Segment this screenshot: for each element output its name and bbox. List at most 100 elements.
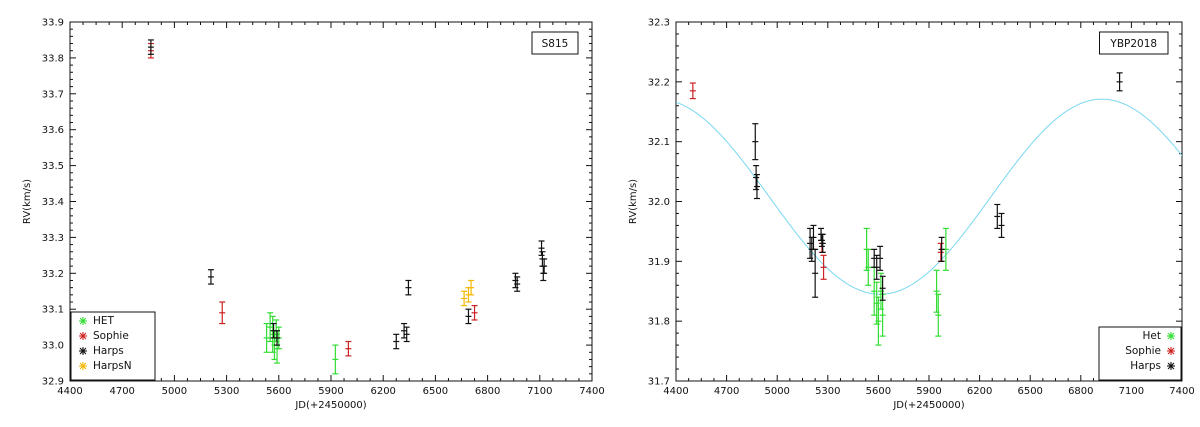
data-point <box>865 248 872 286</box>
data-point <box>752 123 759 161</box>
y-tick-label: 32.9 <box>42 377 64 388</box>
x-tick-label: 7400 <box>579 386 604 397</box>
data-point <box>689 82 696 100</box>
data-point <box>219 301 226 325</box>
x-tick-label: 6500 <box>1017 386 1042 397</box>
y-axis-label: RV(km/s) <box>628 179 639 224</box>
x-tick-label: 5300 <box>214 386 239 397</box>
legend-label: Harps <box>1130 360 1161 372</box>
data-point <box>514 276 521 292</box>
legend-marker <box>1167 362 1175 370</box>
y-tick-label: 32.2 <box>648 77 670 88</box>
y-tick-label: 32.0 <box>648 197 670 208</box>
x-tick-label: 5900 <box>318 386 343 397</box>
y-tick-label: 33.7 <box>42 89 64 100</box>
data-point <box>207 269 214 285</box>
x-tick-label: 5600 <box>866 386 891 397</box>
legend-marker <box>1167 332 1175 340</box>
x-axis-label: JD(+2450000) <box>294 400 366 411</box>
data-point <box>405 279 412 296</box>
x-tick-label: 6800 <box>1068 386 1093 397</box>
x-tick-label: 5300 <box>815 386 840 397</box>
legend-label: HarpsN <box>93 360 132 372</box>
y-tick-label: 33.5 <box>42 161 64 172</box>
y-tick-label: 33.6 <box>42 125 64 136</box>
data-point <box>1116 72 1123 92</box>
right-panel: 4400 4700 5000 5300 5600 5900 6200 6500 6800 7100… <box>628 18 1195 412</box>
data-point <box>393 333 400 350</box>
y-tick-label: 33.1 <box>42 305 64 316</box>
x-tick-label: 6500 <box>423 386 448 397</box>
data-point <box>873 254 880 280</box>
legend-marker <box>1167 347 1175 355</box>
y-tick-label: 32.1 <box>648 137 670 148</box>
data-point <box>332 344 339 375</box>
legend-label: Het <box>1143 330 1161 342</box>
label-box <box>531 31 579 55</box>
data-point <box>938 236 945 262</box>
data-point <box>935 293 942 337</box>
x-tick-label: 7100 <box>1119 386 1144 397</box>
x-tick-label: 6200 <box>370 386 395 397</box>
data-point <box>461 290 468 307</box>
x-tick-label: 7100 <box>527 386 552 397</box>
left-panel: 4400 4700 5000 5300 5600 5900 6200 6500 6800 7100… <box>22 18 605 412</box>
data-point <box>267 312 274 343</box>
data-point <box>753 165 760 191</box>
data-point <box>403 326 410 343</box>
data-point <box>401 322 408 339</box>
x-tick-label: 4700 <box>109 386 134 397</box>
y-tick-label: 33.8 <box>42 53 64 64</box>
data-point <box>753 173 760 200</box>
data-point <box>998 212 1005 238</box>
y-tick-label: 31.9 <box>648 257 670 268</box>
legend-label: Sophie <box>1125 345 1161 357</box>
label-box-text: S815 <box>542 38 569 50</box>
x-tick-label: 6800 <box>475 386 500 397</box>
data-point <box>812 248 819 298</box>
y-tick-label: 33.3 <box>42 233 64 244</box>
data-point <box>465 308 472 325</box>
y-tick-label: 33.2 <box>42 269 64 280</box>
plot-area <box>676 72 1182 346</box>
x-axis-label: JD(+2450000) <box>892 400 964 411</box>
data-point <box>538 240 545 256</box>
label-box <box>1099 31 1169 55</box>
data-point <box>994 203 1001 230</box>
data-point <box>263 322 270 353</box>
data-point <box>274 330 281 346</box>
y-tick-label: 32.3 <box>648 18 670 29</box>
legend-label: HET <box>93 315 115 327</box>
data-point <box>471 305 478 321</box>
x-tick-label: 6200 <box>967 386 992 397</box>
y-tick-label: 31.8 <box>648 317 670 328</box>
data-point <box>345 340 352 357</box>
legend-label: Harps <box>93 345 124 357</box>
label-box-text: YBP2018 <box>1109 38 1157 50</box>
legend-marker <box>79 332 87 340</box>
x-tick-label: 4400 <box>57 386 82 397</box>
data-point <box>879 275 886 301</box>
legend-marker <box>79 362 87 370</box>
data-point <box>468 279 475 296</box>
data-point <box>147 39 154 55</box>
x-tick-label: 5000 <box>764 386 789 397</box>
x-tick-label: 4700 <box>714 386 739 397</box>
y-tick-label: 33.0 <box>42 341 64 352</box>
y-tick-label: 33.4 <box>42 197 64 208</box>
x-tick-label: 5000 <box>162 386 187 397</box>
legend-marker <box>79 347 87 355</box>
y-tick-label: 33.9 <box>42 18 64 29</box>
legend-label: Sophie <box>93 330 129 342</box>
x-tick-label: 5600 <box>266 386 291 397</box>
plot-area <box>147 39 548 375</box>
legend-marker <box>79 317 87 325</box>
data-point <box>820 254 827 280</box>
data-point <box>818 233 825 247</box>
x-tick-label: 7400 <box>1169 386 1194 397</box>
y-axis-label: RV(km/s) <box>22 179 33 224</box>
y-tick-label: 31.7 <box>648 377 670 388</box>
data-point <box>877 245 884 271</box>
x-tick-label: 4400 <box>663 386 688 397</box>
